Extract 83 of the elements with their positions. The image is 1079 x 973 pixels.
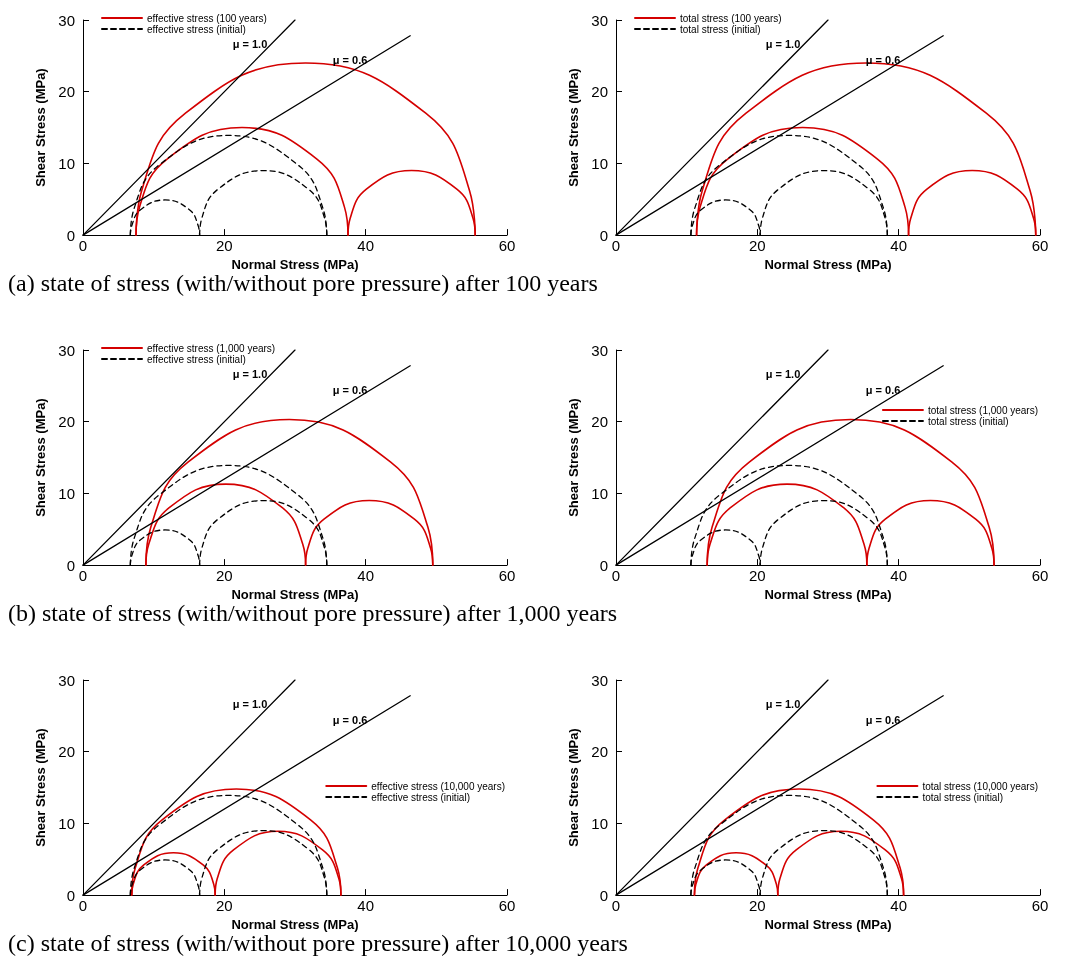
y-tick-label: 10 [591,154,608,172]
x-tick-label: 0 [78,567,88,585]
x-tick-label: 0 [611,237,621,255]
y-tick-label: 0 [599,886,608,904]
x-axis-title: Normal Stress (MPa) [764,917,892,932]
y-tick-label: 10 [591,814,608,832]
x-tick-label: 0 [611,567,621,585]
x-tick-label: 20 [215,567,233,585]
x-tick-label: 0 [78,897,88,915]
legend-label: total stress (1,000 years) [927,404,1038,416]
y-tick-label: 30 [591,671,608,689]
y-tick-label: 20 [58,413,75,431]
y-tick-label: 10 [58,154,75,172]
y-tick-label: 0 [66,556,75,574]
series-label: μ = 1.0 [232,38,268,50]
y-tick-label: 10 [58,484,75,502]
x-axis-title: Normal Stress (MPa) [764,257,892,272]
x-tick-label: 0 [611,897,621,915]
y-axis-title: Shear Stress (MPa) [566,398,582,517]
x-tick-label: 20 [748,237,766,255]
x-tick-label: 60 [1031,897,1049,915]
x-axis-title: Normal Stress (MPa) [764,587,892,602]
y-tick-label: 0 [599,556,608,574]
legend-label: total stress (initial) [927,415,1009,427]
x-tick-label: 20 [215,897,233,915]
legend-label: effective stress (initial) [147,353,246,365]
x-axis-title: Normal Stress (MPa) [231,587,359,602]
legend-label: total stress (initial) [680,23,761,35]
x-tick-label: 40 [357,237,375,255]
series-label: μ = 0.6 [865,713,901,726]
x-tick-label: 20 [215,237,233,255]
y-tick-label: 20 [58,83,75,101]
y-tick-label: 30 [591,11,608,29]
y-tick-label: 20 [591,743,608,761]
legend-label: effective stress (initial) [147,23,246,35]
x-tick-label: 0 [78,237,88,255]
y-axis-title: Shear Stress (MPa) [566,728,582,847]
x-tick-label: 40 [890,567,908,585]
series-label: μ = 1.0 [765,38,801,50]
x-tick-label: 60 [1031,567,1049,585]
y-axis-title: Shear Stress (MPa) [33,68,49,187]
y-tick-label: 20 [591,83,608,101]
y-tick-label: 10 [58,814,75,832]
y-tick-label: 10 [591,484,608,502]
series-label: μ = 0.6 [332,383,368,396]
series-label: μ = 1.0 [765,368,801,380]
series-label: μ = 0.6 [332,53,368,66]
legend-label: effective stress (10,000 years) [371,780,505,792]
x-tick-label: 20 [748,567,766,585]
legend-label: effective stress (1,000 years) [147,342,276,354]
legend-label: effective stress (initial) [371,791,470,803]
x-tick-label: 40 [357,567,375,585]
y-tick-label: 20 [58,743,75,761]
series-label: μ = 1.0 [232,698,268,710]
y-tick-label: 0 [599,226,608,244]
x-axis-title: Normal Stress (MPa) [231,917,359,932]
series-label: μ = 0.6 [332,713,368,726]
y-tick-label: 0 [66,226,75,244]
x-tick-label: 60 [498,237,516,255]
x-tick-label: 60 [498,567,516,585]
y-tick-label: 30 [591,341,608,359]
y-tick-label: 30 [58,341,75,359]
x-tick-label: 60 [1031,237,1049,255]
legend-label: total stress (initial) [922,791,1003,803]
series-label: μ = 0.6 [865,383,901,396]
x-tick-label: 60 [498,897,516,915]
series-label: μ = 1.0 [232,368,268,380]
x-tick-label: 40 [890,897,908,915]
y-axis-title: Shear Stress (MPa) [566,68,582,187]
y-tick-label: 0 [66,886,75,904]
series-label: μ = 1.0 [765,698,801,710]
x-tick-label: 40 [357,897,375,915]
y-tick-label: 30 [58,11,75,29]
x-tick-label: 20 [748,897,766,915]
legend-label: total stress (10,000 years) [922,780,1038,792]
y-axis-title: Shear Stress (MPa) [33,728,49,847]
legend-label: total stress (100 years) [680,12,782,24]
y-tick-label: 20 [591,413,608,431]
y-axis-title: Shear Stress (MPa) [33,398,49,517]
x-tick-label: 40 [890,237,908,255]
legend-label: effective stress (100 years) [147,12,267,24]
y-tick-label: 30 [58,671,75,689]
x-axis-title: Normal Stress (MPa) [231,257,359,272]
